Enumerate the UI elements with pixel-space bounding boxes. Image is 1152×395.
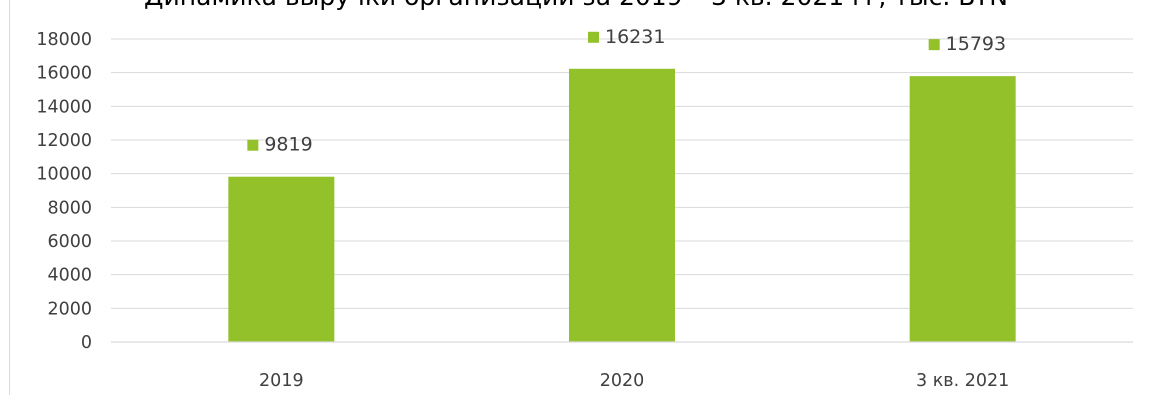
y-tick-label: 14000 (36, 97, 92, 117)
data-label-marker (928, 39, 940, 51)
data-label-marker (247, 139, 259, 151)
data-label: 16231 (605, 26, 665, 48)
y-tick-label: 18000 (36, 30, 92, 50)
data-label: 15793 (946, 33, 1006, 55)
y-tick-label: 16000 (36, 64, 92, 84)
bar (228, 176, 335, 342)
x-tick-label: 2019 (259, 371, 304, 391)
bar (909, 76, 1016, 342)
y-tick-label: 10000 (36, 165, 92, 185)
y-tick-label: 4000 (47, 266, 92, 286)
chart-left-border (9, 0, 10, 395)
x-tick-label: 3 кв. 2021 (916, 371, 1009, 391)
chart-title: Динамика выручки организации за 2019 – 3… (0, 0, 1152, 12)
x-tick-label: 2020 (600, 371, 645, 391)
y-tick-label: 2000 (47, 299, 92, 319)
y-tick-label: 12000 (36, 131, 92, 151)
y-tick-label: 0 (81, 333, 92, 353)
bar (569, 68, 675, 342)
y-tick-label: 6000 (47, 232, 92, 252)
data-label: 9819 (264, 134, 312, 156)
data-label-marker (588, 31, 599, 43)
y-tick-label: 8000 (47, 198, 92, 218)
